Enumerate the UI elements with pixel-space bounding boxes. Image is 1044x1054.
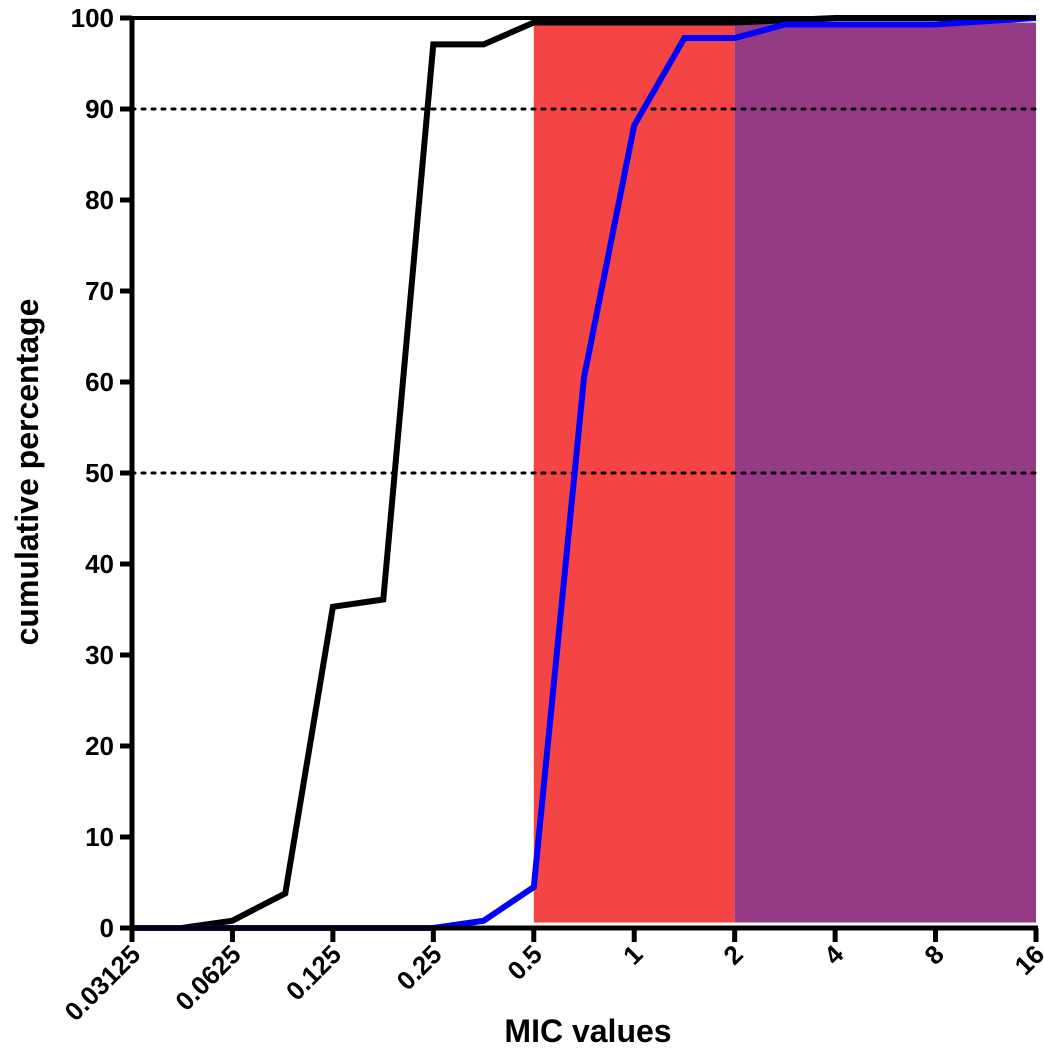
x-tick-label: 0.25 bbox=[391, 939, 448, 996]
y-tick-label: 70 bbox=[85, 276, 114, 306]
x-tick-label: 2 bbox=[717, 939, 748, 970]
x-tick-label: 16 bbox=[1009, 939, 1044, 981]
y-tick-label: 100 bbox=[71, 3, 114, 33]
y-tick-label: 90 bbox=[85, 94, 114, 124]
y-tick-label: 80 bbox=[85, 185, 114, 215]
x-tick-label: 0.5 bbox=[501, 939, 548, 986]
x-tick-label: 1 bbox=[617, 939, 648, 970]
series-line-2 bbox=[132, 15, 1037, 931]
x-axis-title: MIC values bbox=[504, 1013, 671, 1049]
x-tick-label: 0.03125 bbox=[59, 939, 147, 1027]
x-tick-label: 4 bbox=[818, 939, 850, 971]
y-tick-label: 30 bbox=[85, 640, 114, 670]
x-tick-label: 0.125 bbox=[280, 939, 347, 1006]
x-tick-label: 0.0625 bbox=[169, 939, 246, 1016]
y-axis-title: cumulative percentage bbox=[9, 299, 45, 646]
y-tick-label: 60 bbox=[85, 367, 114, 397]
x-ticks: 0.03125 0.0625 0.125 0.25 0.5 1 2 4 8 16 bbox=[59, 928, 1044, 1027]
reference-lines bbox=[130, 107, 1038, 475]
y-tick-label: 20 bbox=[85, 731, 114, 761]
y-tick-label: 10 bbox=[85, 822, 114, 852]
y-tick-label: 0 bbox=[100, 913, 114, 943]
y-tick-label: 40 bbox=[85, 549, 114, 579]
x-tick-label: 8 bbox=[918, 939, 949, 970]
y-tick-label: 50 bbox=[85, 458, 114, 488]
y-ticks: 0 10 20 30 40 50 60 70 80 90 100 bbox=[71, 3, 132, 943]
